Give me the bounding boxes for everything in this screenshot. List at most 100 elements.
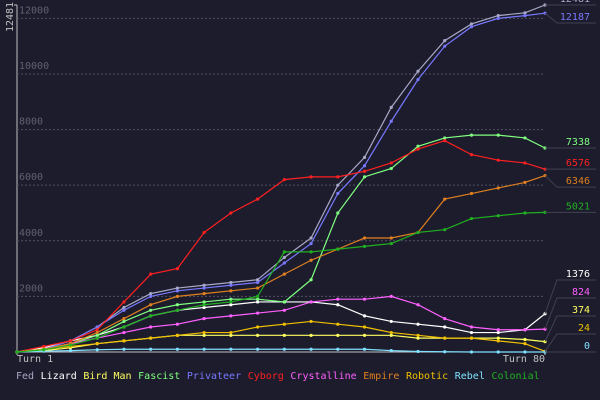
point <box>68 343 73 347</box>
point <box>202 292 206 296</box>
label-leader <box>544 279 596 314</box>
point <box>256 286 260 290</box>
point <box>336 333 340 337</box>
point <box>282 250 286 254</box>
point <box>122 308 126 312</box>
y-tick-label: 2000 <box>19 283 43 294</box>
label-leader <box>544 175 596 188</box>
point <box>282 333 286 337</box>
point <box>229 303 233 307</box>
legend-entry: Robotic <box>406 371 448 382</box>
label-leader <box>544 315 596 342</box>
end-value-label: 12481 <box>560 0 590 5</box>
point <box>496 16 500 20</box>
point <box>175 266 180 271</box>
point <box>362 314 367 318</box>
point <box>175 333 180 337</box>
point <box>469 336 474 340</box>
point <box>229 333 233 337</box>
point <box>336 175 340 179</box>
point <box>469 153 474 157</box>
end-value-label: 1376 <box>566 269 590 280</box>
point <box>523 328 527 332</box>
point <box>256 280 260 285</box>
point <box>443 350 447 354</box>
point <box>443 325 447 329</box>
point <box>416 303 420 307</box>
point <box>95 330 99 335</box>
point <box>336 322 340 326</box>
point <box>416 69 420 73</box>
point <box>202 347 206 351</box>
point <box>336 191 340 196</box>
point <box>443 336 447 340</box>
label-leader <box>544 333 596 352</box>
point <box>309 300 313 304</box>
x-tick-label: Turn 1 <box>17 354 53 365</box>
point <box>149 303 153 307</box>
point <box>149 292 153 296</box>
point <box>416 336 420 340</box>
point <box>362 333 367 337</box>
point <box>336 297 340 301</box>
y-axis-max-label: 12481 <box>5 2 16 32</box>
end-value-label: 0 <box>584 341 590 352</box>
legend-entry: Cyborg <box>248 371 284 382</box>
point <box>42 344 46 349</box>
point <box>416 77 420 82</box>
point <box>336 303 340 307</box>
point <box>443 136 447 140</box>
point <box>202 303 206 307</box>
point <box>336 183 340 187</box>
point <box>362 325 367 329</box>
point <box>229 314 233 318</box>
point <box>149 336 153 340</box>
point <box>122 317 126 321</box>
point <box>389 161 393 165</box>
point <box>416 230 420 235</box>
point <box>443 44 447 48</box>
end-value-label: 824 <box>572 287 590 298</box>
point <box>469 25 474 29</box>
point <box>496 328 500 332</box>
legend-entry: Rebel <box>455 371 485 382</box>
point <box>149 314 153 318</box>
point <box>523 13 527 18</box>
point <box>309 319 313 324</box>
point <box>309 278 313 282</box>
point <box>282 178 286 182</box>
point <box>202 317 206 321</box>
point <box>282 322 286 326</box>
point <box>175 303 180 307</box>
point <box>362 236 367 240</box>
point <box>256 297 260 301</box>
point <box>416 349 420 354</box>
point <box>175 322 180 326</box>
point <box>229 297 233 301</box>
point <box>523 161 527 165</box>
point <box>389 241 393 246</box>
point <box>389 333 393 337</box>
point <box>229 283 233 287</box>
point <box>336 247 340 251</box>
point <box>523 342 527 346</box>
point <box>496 330 500 335</box>
point <box>122 300 126 304</box>
point <box>362 175 367 179</box>
label-leader <box>544 297 596 330</box>
point <box>469 330 474 335</box>
label-leader <box>544 12 596 24</box>
point <box>122 330 126 335</box>
point <box>149 347 153 351</box>
point <box>389 294 393 298</box>
point <box>282 300 286 304</box>
point <box>443 317 447 321</box>
series-line <box>16 134 546 353</box>
point <box>282 272 286 276</box>
point <box>95 336 99 340</box>
point <box>202 283 206 287</box>
point <box>229 211 233 215</box>
point <box>469 325 474 329</box>
end-value-label: 5021 <box>566 201 590 212</box>
